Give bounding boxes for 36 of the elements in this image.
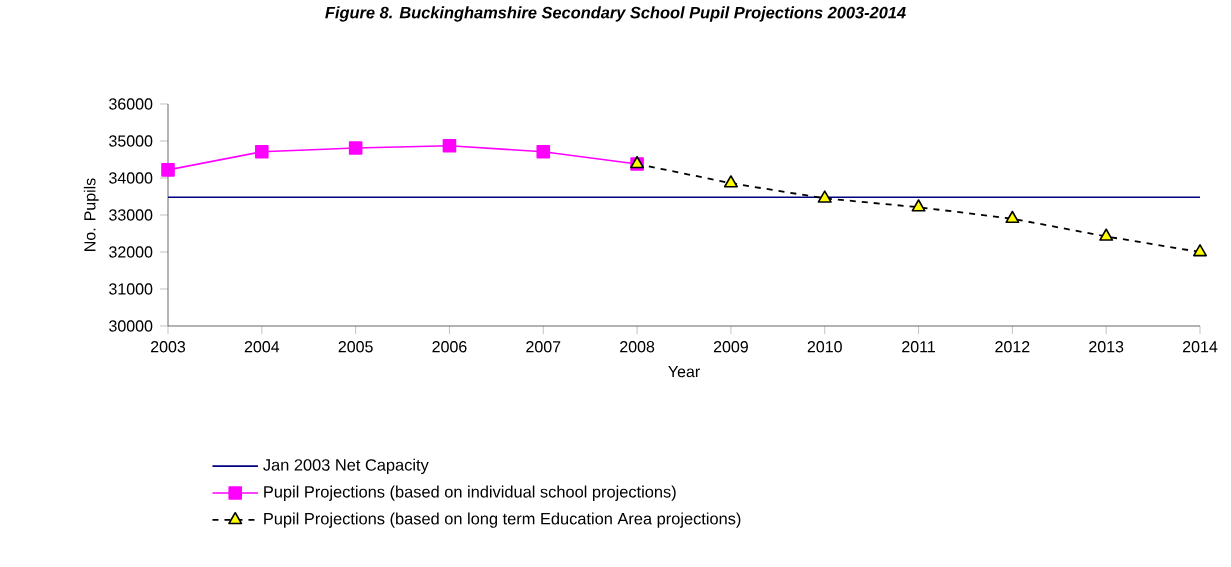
- point: [911, 199, 926, 212]
- point: [442, 139, 457, 153]
- chart-title: Figure 8. Buckinghamshire Secondary School Pupil Projections 2003-2014: [325, 6, 906, 22]
- y-tick-label: 35000: [109, 135, 153, 147]
- x-tick-label: 2005: [338, 341, 373, 353]
- y-tick-label: 33000: [109, 209, 153, 221]
- x-tick-label: 2008: [620, 341, 655, 353]
- x-tick-label: 2003: [151, 341, 186, 353]
- point: [1099, 228, 1114, 241]
- x-tick-label: 2010: [807, 341, 842, 353]
- x-tick-label: 2014: [1183, 341, 1218, 353]
- legend-label: Jan 2003 Net Capacity: [263, 458, 429, 475]
- x-tick-label: 2007: [526, 341, 561, 353]
- x-tick-label: 2013: [1089, 341, 1124, 353]
- y-tick-label: 30000: [109, 320, 153, 332]
- x-tick-label: 2012: [995, 341, 1030, 353]
- y-tick-label: 34000: [109, 172, 153, 184]
- x-tick-label: 2009: [713, 341, 748, 353]
- x-tick-label: 2004: [244, 341, 280, 353]
- x-tick-label: 2011: [902, 341, 935, 353]
- point: [348, 141, 363, 155]
- legend-label: Pupil Projections (based on long term Education Area projections): [264, 512, 741, 528]
- point: [1192, 243, 1208, 257]
- point: [536, 144, 551, 159]
- point: [255, 144, 269, 159]
- legend-label: Pupil Projections (based on individual school projections): [264, 485, 676, 501]
- y-tick-label: 31000: [109, 283, 153, 295]
- point: [1005, 210, 1020, 224]
- point: [723, 175, 738, 188]
- point: [817, 190, 832, 203]
- y-tick-label: 32000: [109, 246, 153, 258]
- y-axis-title: No. Pupils: [83, 178, 99, 251]
- point: [161, 163, 175, 177]
- y-tick-label: 36000: [109, 98, 153, 110]
- x-tick-label: 2006: [432, 341, 467, 353]
- x-axis-title: Year: [668, 366, 700, 378]
